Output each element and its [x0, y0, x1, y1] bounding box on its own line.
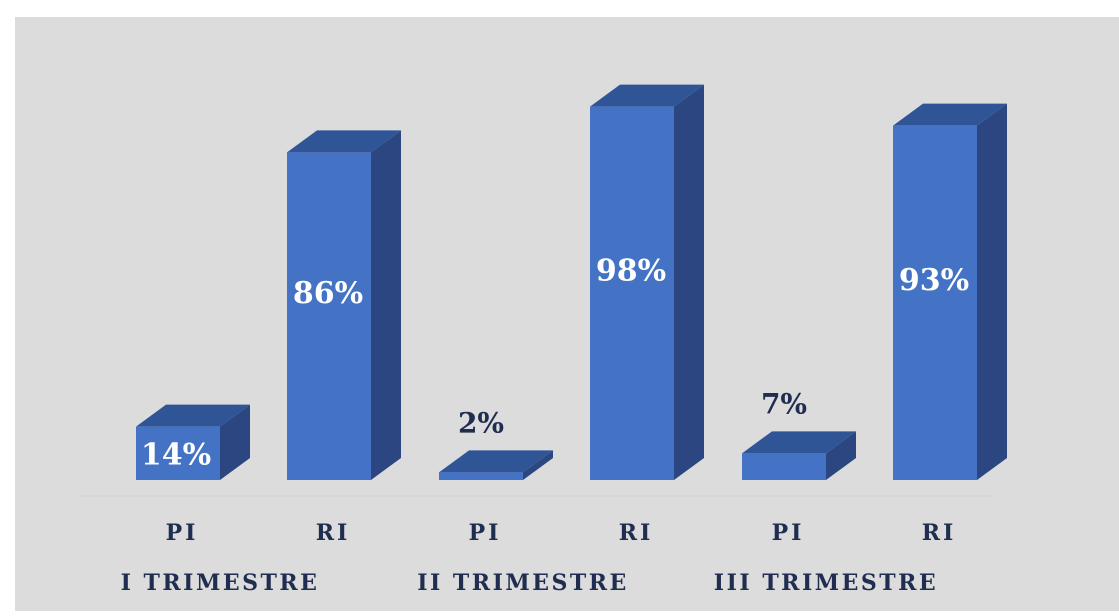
data-label: 93% [899, 263, 969, 298]
tick-label-ri: RI [922, 520, 957, 546]
bar-2-ri [590, 84, 704, 481]
bar-1-pi [136, 404, 250, 480]
tick-label-ri: RI [316, 520, 351, 546]
bar-front-face [287, 152, 371, 480]
bar-top-face [287, 130, 401, 153]
data-label: 2% [458, 406, 504, 439]
bar-front-face [590, 106, 674, 481]
bar-top-face [590, 84, 704, 107]
tick-label-pi: PI [166, 520, 199, 546]
group-label: I TRIMESTRE [121, 570, 320, 596]
data-label: 7% [761, 387, 807, 420]
bar-side-face [220, 404, 250, 480]
bar-top-face [136, 404, 250, 427]
tick-label-pi: PI [772, 520, 805, 546]
bar-front-face [136, 426, 220, 480]
bar-top-face [439, 450, 553, 473]
tick-label-pi: PI [469, 520, 502, 546]
bar-1-ri [287, 130, 401, 480]
bar-side-face [977, 103, 1007, 481]
bar-side-face [523, 450, 553, 480]
group-label: III TRIMESTRE [714, 570, 938, 596]
tick-label-ri: RI [619, 520, 654, 546]
bar-front-face [742, 453, 826, 480]
bar-side-face [371, 130, 401, 480]
bar-front-face [439, 472, 523, 480]
data-label: 86% [293, 276, 363, 311]
bar-3-ri [893, 103, 1007, 481]
category-axis: PI RI I TRIMESTRE PI RI II TRIMESTRE PI RI III T… [82, 495, 991, 596]
data-label: 98% [596, 253, 666, 288]
bar-top-face [893, 103, 1007, 126]
data-label: 14% [141, 437, 211, 472]
bars-layer: 14% 86% 2% 98% 7% 93% [136, 84, 1007, 481]
bar-top-face [742, 431, 856, 454]
bar-3-pi [742, 431, 856, 480]
bar-side-face [826, 431, 856, 480]
group-label: II TRIMESTRE [417, 570, 629, 596]
bar-front-face [893, 125, 977, 481]
bar-side-face [674, 84, 704, 481]
bar-2-pi [439, 450, 553, 480]
